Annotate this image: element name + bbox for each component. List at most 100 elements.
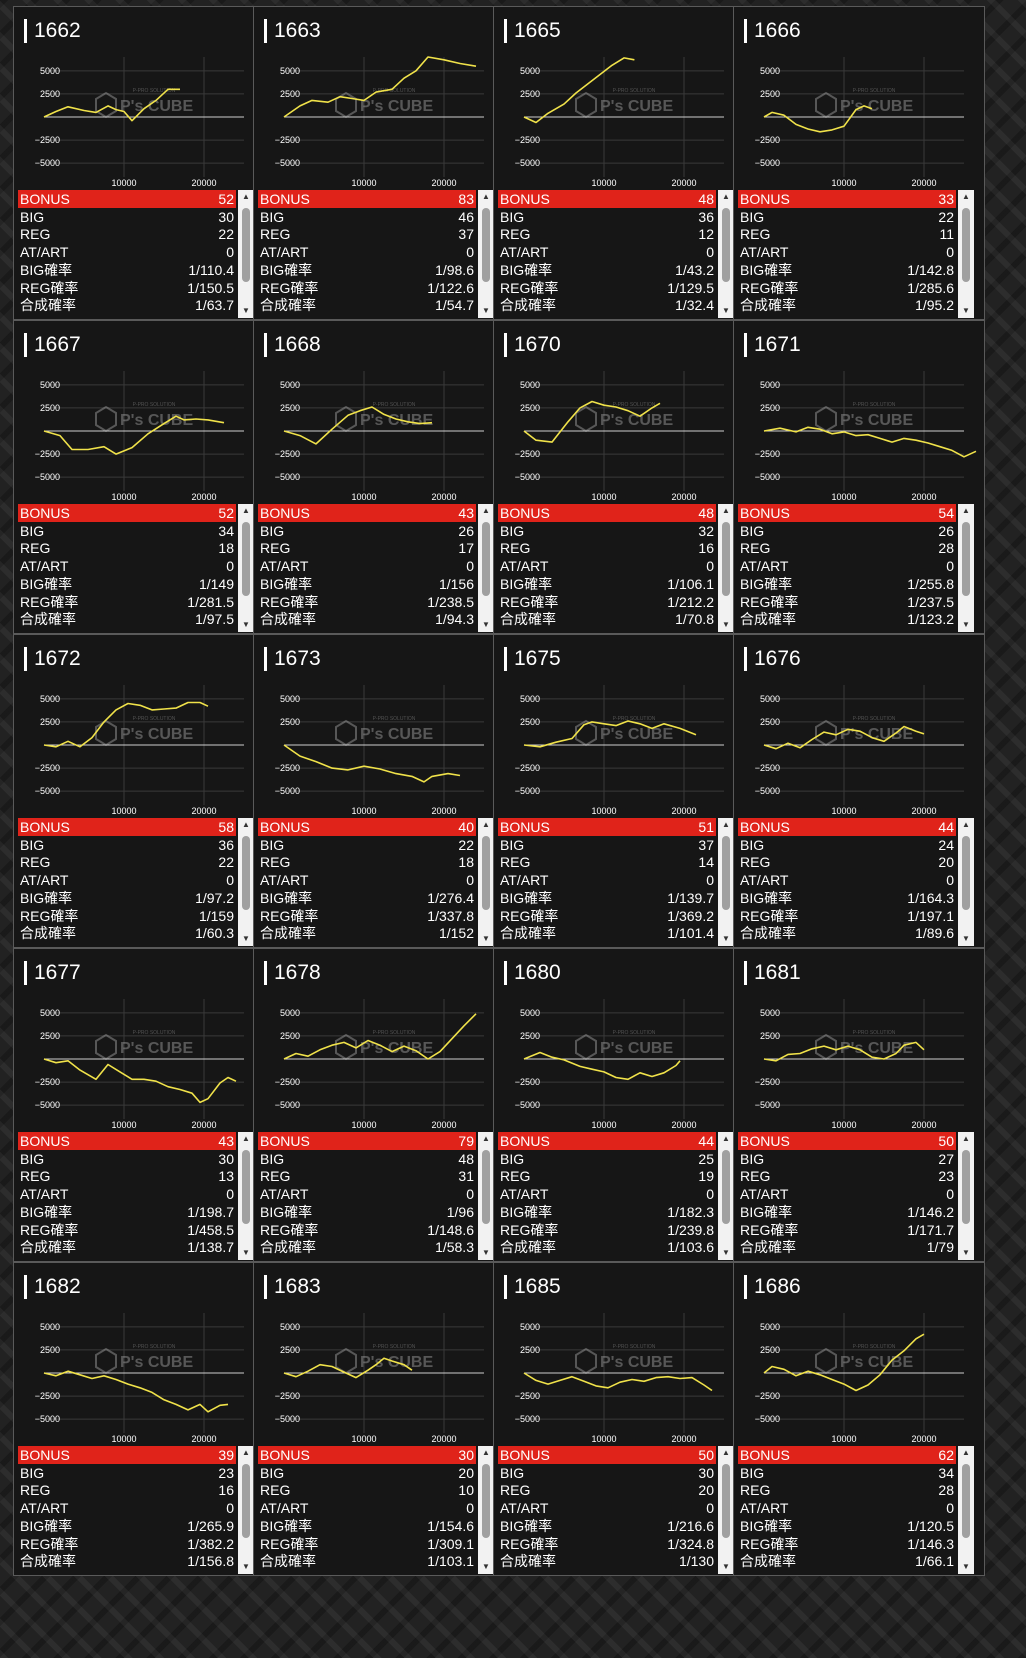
scrollbar-thumb[interactable] [242, 1150, 250, 1224]
triangle-down-icon[interactable]: ▼ [962, 306, 970, 315]
stats-scrollbar[interactable]: ▲ ▼ [238, 1446, 254, 1574]
triangle-up-icon[interactable]: ▲ [242, 820, 250, 829]
scrollbar-thumb[interactable] [242, 836, 250, 910]
stats-scrollbar[interactable]: ▲ ▼ [238, 190, 254, 318]
stats-scrollbar[interactable]: ▲ ▼ [478, 1446, 494, 1574]
machine-number[interactable]: 1676 [754, 647, 801, 670]
scrollbar-thumb[interactable] [482, 208, 490, 282]
machine-number[interactable]: 1682 [34, 1275, 81, 1298]
stats-scrollbar[interactable]: ▲ ▼ [238, 1132, 254, 1260]
triangle-up-icon[interactable]: ▲ [482, 1448, 490, 1457]
machine-card[interactable]: 1672 P-PRO SOLUTION P's CUBE 5000 2500 −2500 −… [13, 634, 265, 948]
triangle-down-icon[interactable]: ▼ [482, 1248, 490, 1257]
triangle-down-icon[interactable]: ▼ [242, 934, 250, 943]
machine-card[interactable]: 1666 P-PRO SOLUTION P's CUBE 5000 2500 −2500 −… [733, 6, 985, 320]
machine-number[interactable]: 1681 [754, 961, 801, 984]
machine-number[interactable]: 1663 [274, 19, 321, 42]
triangle-up-icon[interactable]: ▲ [962, 506, 970, 515]
machine-card[interactable]: 1681 P-PRO SOLUTION P's CUBE 5000 2500 −2500 −… [733, 948, 985, 1262]
stats-scrollbar[interactable]: ▲ ▼ [958, 190, 974, 318]
machine-card[interactable]: 1685 P-PRO SOLUTION P's CUBE 5000 2500 −2500 −… [493, 1262, 745, 1576]
triangle-down-icon[interactable]: ▼ [722, 1562, 730, 1571]
scrollbar-thumb[interactable] [242, 522, 250, 596]
machine-number[interactable]: 1673 [274, 647, 321, 670]
stats-scrollbar[interactable]: ▲ ▼ [718, 190, 734, 318]
scrollbar-thumb[interactable] [242, 208, 250, 282]
triangle-down-icon[interactable]: ▼ [722, 306, 730, 315]
machine-number[interactable]: 1666 [754, 19, 801, 42]
stats-scrollbar[interactable]: ▲ ▼ [718, 1132, 734, 1260]
machine-card[interactable]: 1667 P-PRO SOLUTION P's CUBE 5000 2500 −2500 −… [13, 320, 265, 634]
machine-number[interactable]: 1665 [514, 19, 561, 42]
triangle-down-icon[interactable]: ▼ [242, 1562, 250, 1571]
machine-number[interactable]: 1677 [34, 961, 81, 984]
triangle-up-icon[interactable]: ▲ [482, 192, 490, 201]
machine-card[interactable]: 1673 P-PRO SOLUTION P's CUBE 5000 2500 −2500 −… [253, 634, 505, 948]
machine-number[interactable]: 1686 [754, 1275, 801, 1298]
triangle-down-icon[interactable]: ▼ [962, 1248, 970, 1257]
triangle-down-icon[interactable]: ▼ [242, 620, 250, 629]
machine-card[interactable]: 1668 P-PRO SOLUTION P's CUBE 5000 2500 −2500 −… [253, 320, 505, 634]
machine-card[interactable]: 1677 P-PRO SOLUTION P's CUBE 5000 2500 −2500 −… [13, 948, 265, 1262]
machine-card[interactable]: 1682 P-PRO SOLUTION P's CUBE 5000 2500 −2500 −… [13, 1262, 265, 1576]
machine-card[interactable]: 1663 P-PRO SOLUTION P's CUBE 5000 2500 −2500 −… [253, 6, 505, 320]
machine-card[interactable]: 1683 P-PRO SOLUTION P's CUBE 5000 2500 −2500−… [253, 1262, 505, 1576]
machine-number[interactable]: 1671 [754, 333, 801, 356]
scrollbar-thumb[interactable] [962, 522, 970, 596]
stats-scrollbar[interactable]: ▲ ▼ [958, 504, 974, 632]
scrollbar-thumb[interactable] [722, 1150, 730, 1224]
triangle-down-icon[interactable]: ▼ [482, 934, 490, 943]
stats-scrollbar[interactable]: ▲ ▼ [478, 818, 494, 946]
triangle-down-icon[interactable]: ▼ [722, 1248, 730, 1257]
triangle-down-icon[interactable]: ▼ [482, 306, 490, 315]
stats-scrollbar[interactable]: ▲ ▼ [478, 1132, 494, 1260]
triangle-up-icon[interactable]: ▲ [962, 820, 970, 829]
machine-card[interactable]: 1675 P-PRO SOLUTION P's CUBE 5000 2500 −2500 −… [493, 634, 745, 948]
triangle-down-icon[interactable]: ▼ [242, 306, 250, 315]
scrollbar-thumb[interactable] [962, 1464, 970, 1538]
scrollbar-thumb[interactable] [722, 836, 730, 910]
machine-number[interactable]: 1668 [274, 333, 321, 356]
triangle-up-icon[interactable]: ▲ [242, 192, 250, 201]
stats-scrollbar[interactable]: ▲ ▼ [958, 818, 974, 946]
triangle-up-icon[interactable]: ▲ [242, 1134, 250, 1143]
scrollbar-thumb[interactable] [722, 522, 730, 596]
stats-scrollbar[interactable]: ▲ ▼ [718, 818, 734, 946]
triangle-down-icon[interactable]: ▼ [482, 620, 490, 629]
scrollbar-thumb[interactable] [962, 208, 970, 282]
scrollbar-thumb[interactable] [722, 208, 730, 282]
triangle-up-icon[interactable]: ▲ [242, 506, 250, 515]
stats-scrollbar[interactable]: ▲ ▼ [718, 1446, 734, 1574]
machine-card[interactable]: 1662 P-PRO SOLUTION P's CUBE 5000 2500 −2500 −… [13, 6, 265, 320]
machine-number[interactable]: 1683 [274, 1275, 321, 1298]
triangle-up-icon[interactable]: ▲ [482, 1134, 490, 1143]
triangle-up-icon[interactable]: ▲ [482, 820, 490, 829]
triangle-up-icon[interactable]: ▲ [722, 820, 730, 829]
stats-scrollbar[interactable]: ▲ ▼ [478, 190, 494, 318]
machine-card[interactable]: 1686 P-PRO SOLUTION P's CUBE 5000 2500 −2500 −… [733, 1262, 985, 1576]
triangle-down-icon[interactable]: ▼ [482, 1562, 490, 1571]
machine-number[interactable]: 1672 [34, 647, 81, 670]
triangle-down-icon[interactable]: ▼ [722, 934, 730, 943]
stats-scrollbar[interactable]: ▲ ▼ [718, 504, 734, 632]
scrollbar-thumb[interactable] [962, 1150, 970, 1224]
machine-number[interactable]: 1662 [34, 19, 81, 42]
scrollbar-thumb[interactable] [482, 836, 490, 910]
machine-number[interactable]: 1678 [274, 961, 321, 984]
stats-scrollbar[interactable]: ▲ ▼ [958, 1132, 974, 1260]
triangle-down-icon[interactable]: ▼ [722, 620, 730, 629]
triangle-up-icon[interactable]: ▲ [722, 506, 730, 515]
scrollbar-thumb[interactable] [482, 522, 490, 596]
triangle-down-icon[interactable]: ▼ [962, 1562, 970, 1571]
machine-number[interactable]: 1670 [514, 333, 561, 356]
triangle-down-icon[interactable]: ▼ [962, 934, 970, 943]
triangle-up-icon[interactable]: ▲ [962, 1448, 970, 1457]
machine-number[interactable]: 1675 [514, 647, 561, 670]
scrollbar-thumb[interactable] [722, 1464, 730, 1538]
machine-card[interactable]: 1665 P-PRO SOLUTION P's CUBE 5000 2500 −2500 −… [493, 6, 745, 320]
scrollbar-thumb[interactable] [482, 1150, 490, 1224]
machine-card[interactable]: 1671 P-PRO SOLUTION P's CUBE 5000 2500 −2500 −… [733, 320, 985, 634]
stats-scrollbar[interactable]: ▲ ▼ [478, 504, 494, 632]
machine-card[interactable]: 1680 P-PRO SOLUTION P's CUBE 5000 2500 −2500 −… [493, 948, 745, 1262]
machine-card[interactable]: 1676 P-PRO SOLUTION P's CUBE 5000 2500 −2500−… [733, 634, 985, 948]
